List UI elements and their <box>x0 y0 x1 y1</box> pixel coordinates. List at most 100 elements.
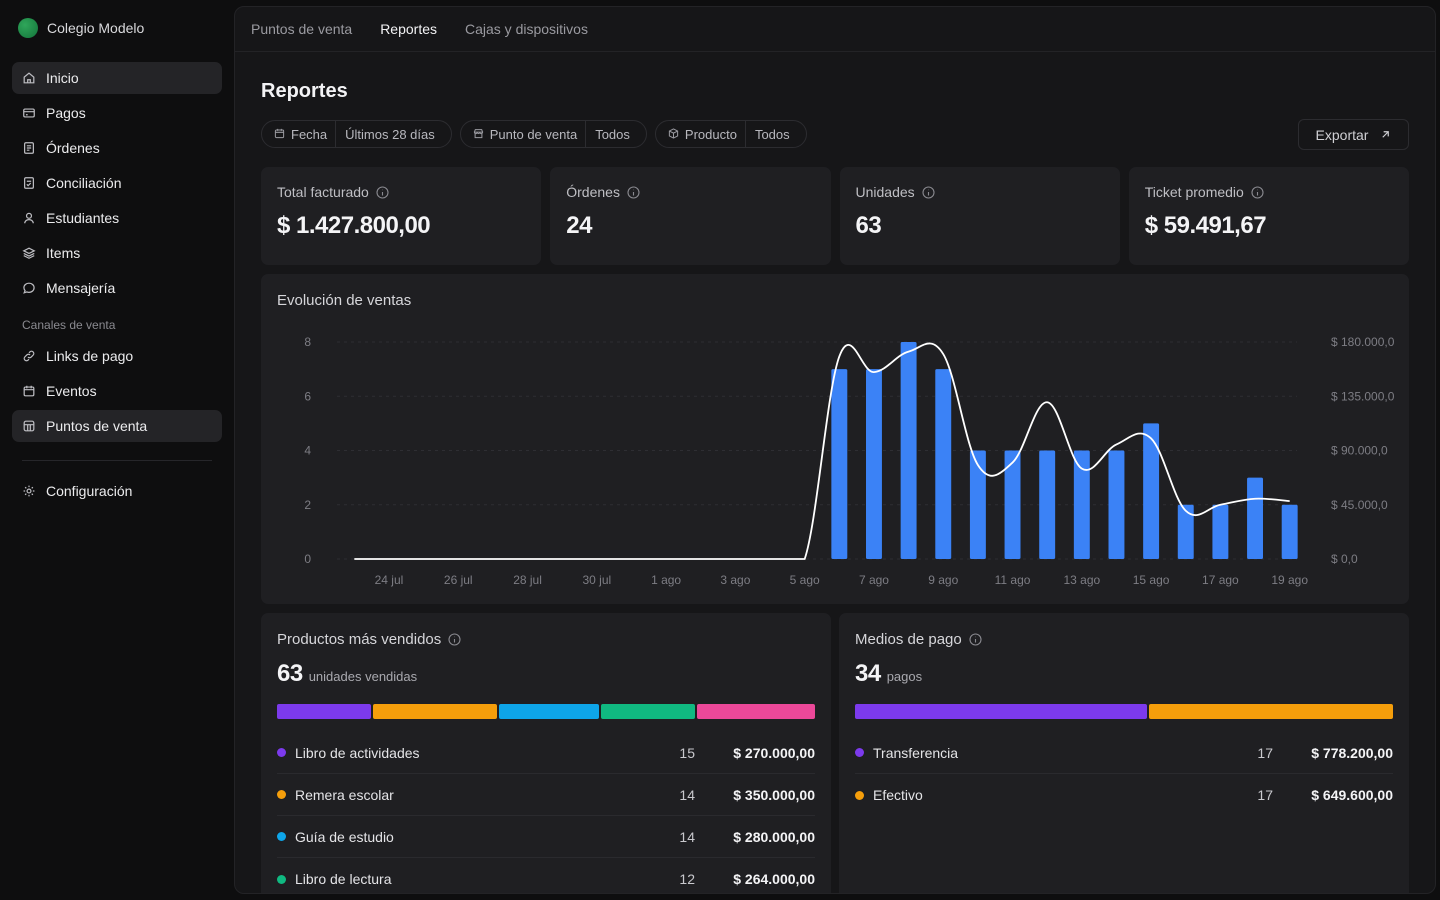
product-amount: $ 264.000,00 <box>733 871 815 887</box>
product-amount: $ 350.000,00 <box>733 786 815 803</box>
chart-bar <box>1073 450 1090 559</box>
sidebar-item-conciliacion[interactable]: Conciliación <box>12 167 222 199</box>
gear-icon <box>22 484 36 498</box>
store-icon <box>473 127 484 142</box>
product-share-segment <box>696 704 815 719</box>
product-count: 15 <box>679 744 695 761</box>
brand[interactable]: Colegio Modelo <box>12 14 222 42</box>
color-dot <box>277 748 286 757</box>
kpi-label: Órdenes <box>566 184 814 200</box>
card-title: Medios de pago <box>855 631 1393 648</box>
receipt-icon <box>22 141 36 155</box>
x-tick-label: 13 ago <box>1063 573 1100 587</box>
x-tick-label: 24 jul <box>375 573 404 587</box>
tab-cajas-y-dispositivos[interactable]: Cajas y dispositivos <box>465 21 588 37</box>
info-icon[interactable] <box>376 185 389 199</box>
list-item[interactable]: Efectivo 17 $ 649.600,00 <box>855 774 1393 816</box>
kpi-value: 63 <box>855 212 882 239</box>
sidebar-item-inicio[interactable]: Inicio <box>12 62 222 94</box>
payments-share-bar <box>855 704 1393 719</box>
product-count: 12 <box>679 871 695 887</box>
tab-reportes[interactable]: Reportes <box>380 21 437 37</box>
chart-bar <box>1108 450 1125 559</box>
payment-amount: $ 649.600,00 <box>1311 787 1393 803</box>
sidebar-item-label: Eventos <box>46 383 97 399</box>
x-tick-label: 9 ago <box>928 573 958 587</box>
info-icon[interactable] <box>922 185 935 199</box>
tab-puntos-de-venta[interactable]: Puntos de venta <box>251 21 353 37</box>
kpi-ticket-promedio: Ticket promedio $ 59.491,67 <box>1128 167 1409 265</box>
units-summary: 63 unidades vendidas <box>277 660 815 688</box>
sidebar: Colegio Modelo Inicio Pagos Órdenes Conc… <box>0 0 234 900</box>
top-products-card: Productos más vendidos 63 unidades vendi… <box>261 613 831 893</box>
product-count: 14 <box>679 786 695 803</box>
info-icon[interactable] <box>448 633 461 646</box>
filter-label: Producto <box>656 121 746 147</box>
info-icon[interactable] <box>627 185 640 199</box>
filter-producto[interactable]: Producto Todos <box>654 120 807 148</box>
product-share-segment <box>277 704 371 719</box>
payments-list: Transferencia 17 $ 778.200,00 Efectivo 1… <box>855 732 1393 816</box>
sidebar-divider <box>22 460 212 461</box>
product-amount: $ 270.000,00 <box>733 744 815 761</box>
info-icon[interactable] <box>969 633 982 646</box>
units-total: 63 <box>277 660 303 687</box>
sidebar-item-label: Pagos <box>46 105 86 121</box>
sidebar-item-label: Mensajería <box>46 280 116 296</box>
x-tick-label: 28 jul <box>513 573 542 587</box>
card-title-text: Productos más vendidos <box>277 631 442 648</box>
filter-value: Todos <box>754 126 790 142</box>
page-title: Reportes <box>261 80 348 102</box>
kpi-unidades: Unidades 63 <box>839 167 1120 265</box>
sidebar-item-label: Órdenes <box>46 140 100 156</box>
sidebar-item-label: Configuración <box>46 483 133 499</box>
y-left-tick-label: 0 <box>304 552 311 566</box>
filter-punto-de-venta[interactable]: Punto de venta Todos <box>459 120 647 148</box>
calendar-icon <box>22 384 36 398</box>
filter-label: Fecha <box>262 121 337 147</box>
kpi-total-facturado: Total facturado $ 1.427.800,00 <box>261 167 542 265</box>
chart-bar <box>1177 504 1194 559</box>
filter-fecha[interactable]: Fecha Últimos 28 días <box>261 120 452 148</box>
kpi-ordenes: Órdenes 24 <box>550 167 831 265</box>
y-right-tick-label: $ 0,0 <box>1331 552 1358 566</box>
reconcile-icon <box>22 176 36 190</box>
sidebar-item-mensajeria[interactable]: Mensajería <box>12 272 222 304</box>
product-share-segment <box>372 704 498 719</box>
sidebar-item-estudiantes[interactable]: Estudiantes <box>12 202 222 234</box>
x-tick-label: 3 ago <box>720 573 750 587</box>
sidebar-item-label: Puntos de venta <box>46 418 148 434</box>
payments-label: pagos <box>886 669 923 684</box>
chart-bar <box>1143 423 1160 559</box>
chart-bar <box>1281 504 1298 559</box>
chart-bar <box>1212 504 1229 559</box>
sidebar-item-puntos-de-venta[interactable]: Puntos de venta <box>12 410 222 442</box>
sidebar-item-ordenes[interactable]: Órdenes <box>12 132 222 164</box>
chart-bar <box>831 369 848 559</box>
info-icon[interactable] <box>1251 185 1264 199</box>
message-icon <box>22 281 36 295</box>
kpi-value: $ 1.427.800,00 <box>277 212 431 239</box>
user-icon <box>22 211 36 225</box>
chart-bar <box>900 342 917 559</box>
sidebar-item-eventos[interactable]: Eventos <box>12 375 222 407</box>
bottom-row: Productos más vendidos 63 unidades vendi… <box>261 613 1409 893</box>
sidebar-item-items[interactable]: Items <box>12 237 222 269</box>
chart-title: Evolución de ventas <box>277 292 412 309</box>
card-title: Productos más vendidos <box>277 631 815 648</box>
payment-count: 17 <box>1257 744 1273 761</box>
list-item[interactable]: Remera escolar 14 $ 350.000,00 <box>277 774 815 816</box>
sidebar-item-configuracion[interactable]: Configuración <box>12 475 222 507</box>
y-left-tick-label: 6 <box>304 389 311 403</box>
sidebar-item-pagos[interactable]: Pagos <box>12 97 222 129</box>
sidebar-item-links-de-pago[interactable]: Links de pago <box>12 340 222 372</box>
list-item[interactable]: Transferencia 17 $ 778.200,00 <box>855 732 1393 774</box>
product-name: Remera escolar <box>295 786 394 803</box>
list-item[interactable]: Guía de estudio 14 $ 280.000,00 <box>277 816 815 858</box>
list-item[interactable]: Libro de lectura 12 $ 264.000,00 <box>277 858 815 893</box>
list-item[interactable]: Libro de actividades 15 $ 270.000,00 <box>277 732 815 774</box>
export-button[interactable]: Exportar <box>1298 119 1409 150</box>
payment-count: 17 <box>1257 787 1273 803</box>
export-label: Exportar <box>1315 126 1369 143</box>
filter-label-text: Producto <box>684 126 737 142</box>
